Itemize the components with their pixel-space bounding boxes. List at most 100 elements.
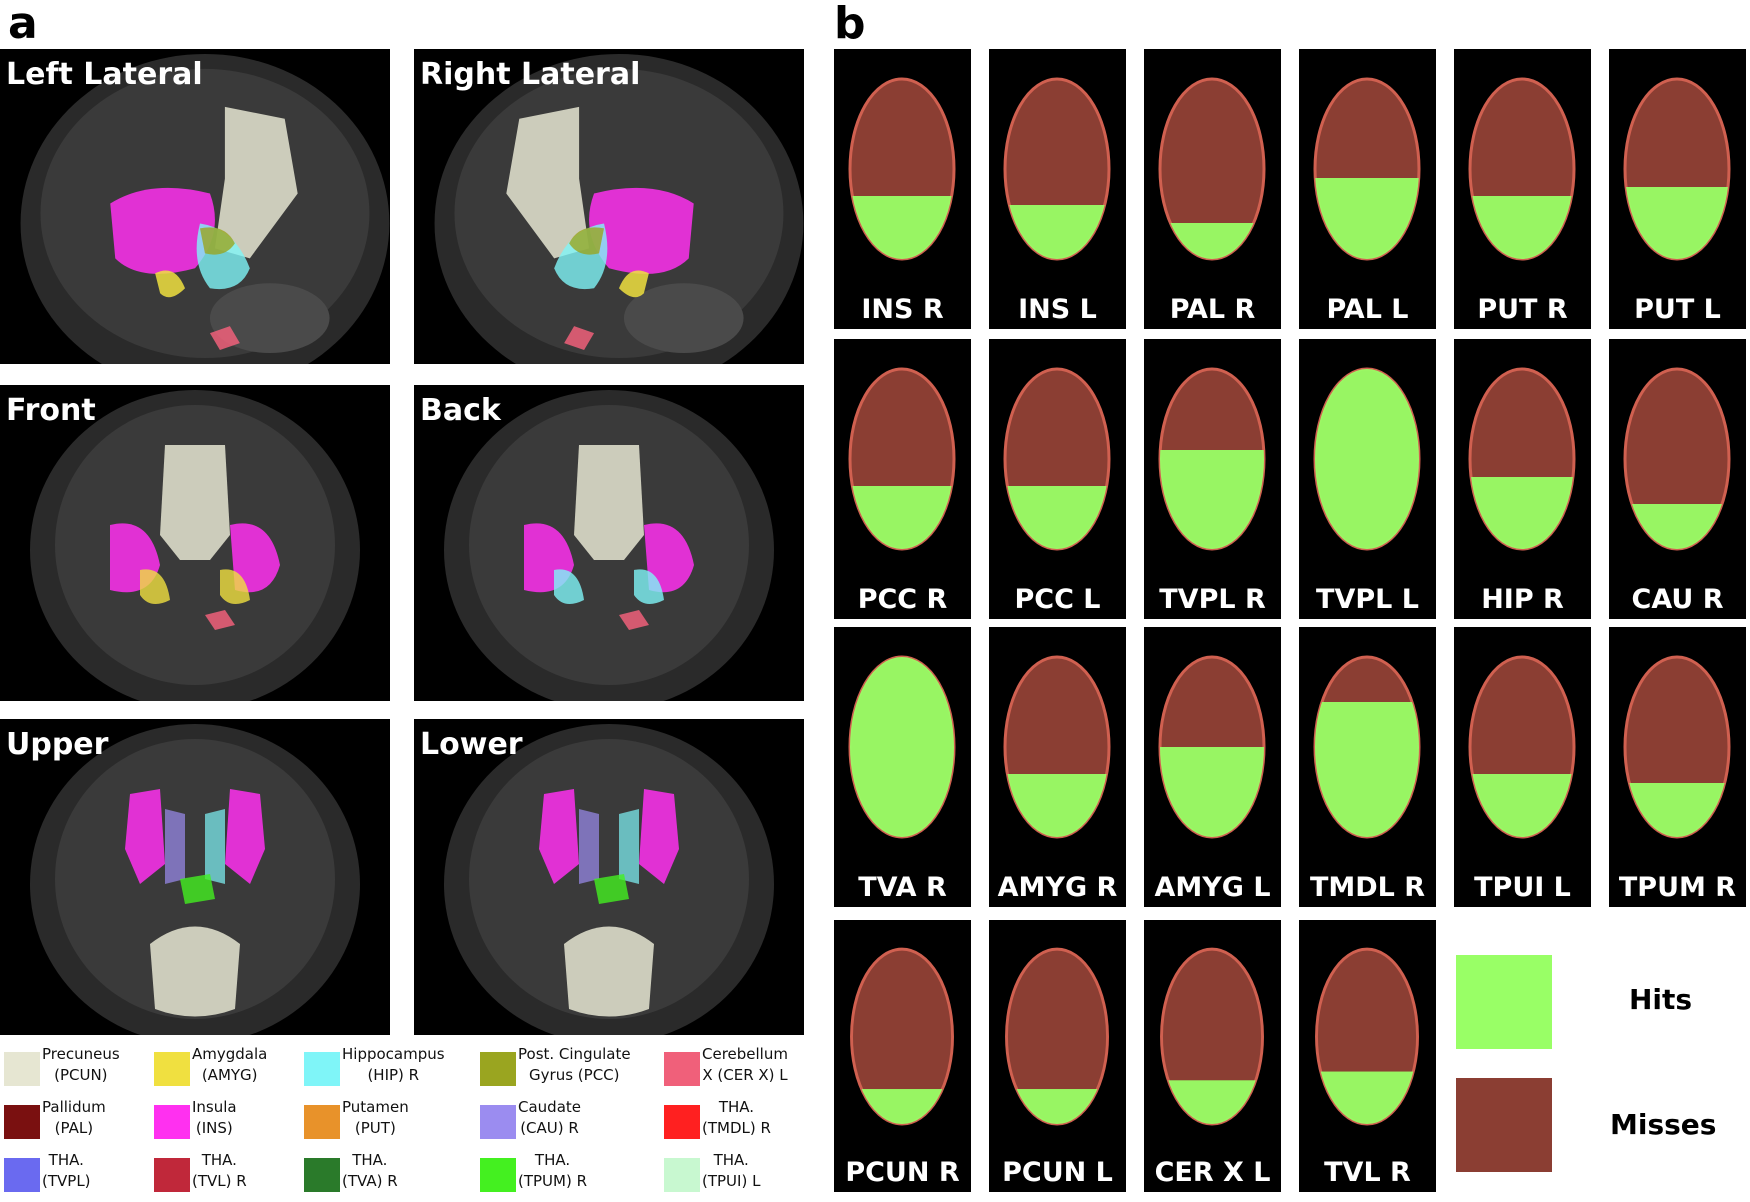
tile-label: INS L (1018, 294, 1097, 325)
legend-line2: (TVPL) (42, 1172, 91, 1190)
region-tile: INS L (989, 49, 1126, 329)
legend-line2: (PUT) (354, 1119, 396, 1137)
brain-render (444, 390, 774, 701)
region-tile: TMDL R (1299, 627, 1436, 907)
legend-line1: Cerebellum (702, 1045, 788, 1063)
legend-swatch (480, 1158, 516, 1192)
brain-render (434, 54, 804, 364)
region-render (1003, 77, 1111, 261)
region-tile: PCC R (834, 339, 971, 619)
legend-item: Insula (INS) (154, 1097, 237, 1139)
legend-item: Post. Cingulate Gyrus (PCC) (480, 1044, 631, 1086)
legend-line2: (TPUI) L (702, 1172, 761, 1190)
legend-line2: (HIP) R (367, 1066, 420, 1084)
region-tile: AMYG R (989, 627, 1126, 907)
legend-text: Pallidum (PAL) (42, 1097, 106, 1139)
legend-item: Putamen (PUT) (304, 1097, 409, 1139)
region-render (848, 77, 956, 261)
region-tile: PCUN R (834, 920, 971, 1192)
region-tile: TPUI L (1454, 627, 1591, 907)
region-render (1003, 367, 1111, 551)
legend-line2: X (CER X) L (702, 1066, 788, 1084)
legend-swatch (304, 1105, 340, 1139)
tile-label: TVPL R (1159, 584, 1266, 615)
region-tile: PAL R (1144, 49, 1281, 329)
region-tile: CAU R (1609, 339, 1746, 619)
brain-view-left-lateral: Left Lateral (0, 49, 390, 364)
region-tile: PCC L (989, 339, 1126, 619)
tile-label: AMYG R (997, 872, 1118, 903)
tile-label: PUT R (1477, 294, 1568, 325)
tile-label: HIP R (1481, 584, 1564, 615)
tile-label: TPUM R (1618, 872, 1737, 903)
legend-item: THA. (TVA) R (304, 1150, 398, 1192)
region-render (1003, 655, 1111, 839)
view-label: Left Lateral (6, 57, 203, 92)
legend-swatch (4, 1158, 40, 1192)
brain-render (20, 54, 390, 364)
legend-line1: Caudate (518, 1098, 581, 1116)
region-render (1158, 367, 1266, 551)
legend-text: Post. Cingulate Gyrus (PCC) (518, 1044, 631, 1086)
legend-item: THA. (TPUM) R (480, 1150, 587, 1192)
brain-render (444, 724, 774, 1035)
view-label: Lower (420, 727, 523, 762)
legend-line1: Putamen (342, 1098, 409, 1116)
region-render (1315, 947, 1419, 1126)
tile-label: TVA R (858, 872, 947, 903)
panel-letter-a: a (8, 0, 38, 49)
region-render (1468, 367, 1576, 551)
legend-item: Cerebellum X (CER X) L (664, 1044, 788, 1086)
brain-render (30, 724, 360, 1035)
legend-item: THA. (TPUI) L (664, 1150, 760, 1192)
misses-label: Misses (1610, 1108, 1717, 1141)
region-render (1313, 77, 1421, 261)
legend-text: Cerebellum X (CER X) L (702, 1044, 788, 1086)
legend-text: Amygdala (AMYG) (192, 1044, 267, 1086)
region-render (848, 367, 956, 551)
tile-label: CER X L (1154, 1157, 1271, 1188)
legend-item: Precuneus (PCUN) (4, 1044, 120, 1086)
legend-text: THA. (TVPL) (42, 1150, 91, 1192)
region-render (1313, 655, 1421, 839)
legend-line2: (INS) (195, 1119, 233, 1137)
legend-text: Insula (INS) (192, 1097, 237, 1139)
region-render (1623, 77, 1731, 261)
tile-label: CAU R (1631, 584, 1724, 615)
region-tile: TPUM R (1609, 627, 1746, 907)
view-label: Upper (6, 727, 109, 762)
region-legend: Precuneus (PCUN) Amygdala (AMYG) Hippocampus… (0, 1044, 820, 1202)
legend-line2: (TVA) R (342, 1172, 398, 1190)
region-tile: PCUN L (989, 920, 1126, 1192)
region-render (1158, 655, 1266, 839)
legend-line1: THA. (534, 1151, 571, 1169)
misses-swatch (1456, 1078, 1552, 1172)
legend-text: Putamen (PUT) (342, 1097, 409, 1139)
legend-line1: THA. (713, 1151, 749, 1169)
panel-letter-b: b (834, 0, 866, 49)
legend-text: Precuneus (PCUN) (42, 1044, 120, 1086)
legend-item: Amygdala (AMYG) (154, 1044, 267, 1086)
legend-swatch (154, 1052, 190, 1086)
legend-text: THA. (TMDL) R (702, 1097, 771, 1139)
legend-item: Pallidum (PAL) (4, 1097, 106, 1139)
region-render (850, 947, 954, 1126)
legend-swatch (304, 1158, 340, 1192)
region-tile: TVPL L (1299, 339, 1436, 619)
region-render (848, 655, 956, 839)
legend-line1: Hippocampus (342, 1045, 445, 1063)
tile-label: PAL L (1326, 294, 1409, 325)
legend-swatch (154, 1158, 190, 1192)
legend-line1: THA. (48, 1151, 84, 1169)
legend-line2: (AMYG) (201, 1066, 258, 1084)
legend-line1: THA. (352, 1151, 388, 1169)
legend-line1: Pallidum (42, 1098, 106, 1116)
legend-item: Caudate (CAU) R (480, 1097, 581, 1139)
region-tile: TVA R (834, 627, 971, 907)
legend-swatch (664, 1052, 700, 1086)
region-render (1313, 367, 1421, 551)
brain-view-front: Front (0, 385, 390, 701)
legend-text: Hippocampus (HIP) R (342, 1044, 445, 1086)
legend-swatch (664, 1158, 700, 1192)
tile-label: PUT L (1634, 294, 1721, 325)
